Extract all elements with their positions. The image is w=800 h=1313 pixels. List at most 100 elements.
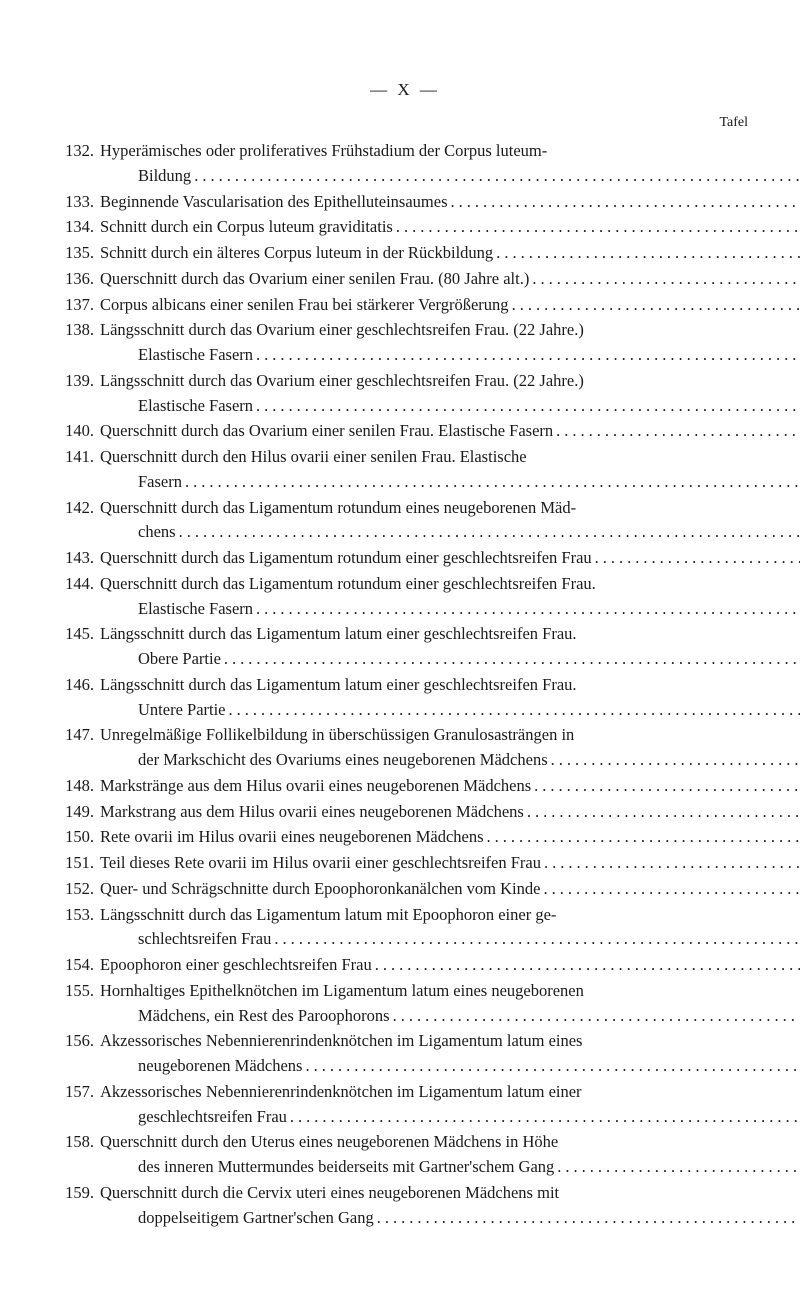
entry-text: Beginnende Vascularisation des Epithellu… (100, 190, 448, 215)
entry-text: Elastische Fasern (100, 394, 253, 419)
toc-entry: 140.Querschnitt durch das Ovarium einer … (60, 419, 750, 444)
entry-text: Querschnitt durch das Ligamentum rotundu… (100, 572, 596, 597)
leader-dots: ........................................… (256, 597, 800, 622)
entry-number: 141. (60, 445, 100, 470)
entry-number: 148. (60, 774, 100, 799)
leader-dots: ........................................… (305, 1054, 800, 1079)
leader-dots: ........................................… (274, 927, 800, 952)
toc-entry: 155.Hornhaltiges Epithelknötchen im Liga… (60, 979, 750, 1029)
entry-line: Elastische Fasern.......................… (100, 394, 800, 419)
entry-body: Hornhaltiges Epithelknötchen im Ligament… (100, 979, 800, 1029)
leader-dots: ........................................… (229, 698, 800, 723)
entry-line: Querschnitt durch das Ligamentum rotundu… (100, 572, 800, 597)
entry-line: Längsschnitt durch das Ligamentum latum … (100, 622, 800, 647)
entry-number: 159. (60, 1181, 100, 1206)
entry-text: des inneren Muttermundes beiderseits mit… (100, 1155, 554, 1180)
column-header-tafel: Tafel (60, 115, 748, 131)
entry-text: Schnitt durch ein älteres Corpus luteum … (100, 241, 493, 266)
entry-body: Markstrang aus dem Hilus ovarii eines ne… (100, 800, 800, 825)
entry-text: doppelseitigem Gartner'schen Gang (100, 1206, 374, 1231)
entry-body: Querschnitt durch den Hilus ovarii einer… (100, 445, 800, 495)
entry-text: Querschnitt durch das Ovarium einer seni… (100, 267, 529, 292)
entry-line: Mädchens, ein Rest des Paroophorons.....… (100, 1004, 800, 1029)
entry-line: Hyperämisches oder proliferatives Frühst… (100, 139, 800, 164)
entry-line: Querschnitt durch den Hilus ovarii einer… (100, 445, 800, 470)
entry-text: Längsschnitt durch das Ovarium einer ges… (100, 318, 584, 343)
entry-line: Längsschnitt durch das Ligamentum latum … (100, 903, 800, 928)
entry-text: chens (100, 520, 176, 545)
leader-dots: ........................................… (256, 343, 800, 368)
entry-text: Querschnitt durch das Ligamentum rotundu… (100, 496, 576, 521)
entry-body: Längsschnitt durch das Ovarium einer ges… (100, 318, 800, 368)
leader-dots: ........................................… (256, 394, 800, 419)
toc-entry: 133.Beginnende Vascularisation des Epith… (60, 190, 750, 215)
entry-body: Corpus albicans einer senilen Frau bei s… (100, 293, 800, 318)
entry-body: Akzessorisches Nebennierenrindenknötchen… (100, 1080, 800, 1130)
entry-line: Akzessorisches Nebennierenrindenknötchen… (100, 1080, 800, 1105)
entry-number: 151. (60, 851, 100, 876)
entry-line: Längsschnitt durch das Ovarium einer ges… (100, 318, 800, 343)
entry-body: Unregelmäßige Follikelbildung in übersch… (100, 723, 800, 773)
entry-text: der Markschicht des Ovariums eines neuge… (100, 748, 548, 773)
entry-body: Rete ovarii im Hilus ovarii eines neugeb… (100, 825, 800, 850)
entry-line: Markstränge aus dem Hilus ovarii eines n… (100, 774, 800, 799)
entries-list: 132.Hyperämisches oder proliferatives Fr… (60, 139, 750, 1230)
entry-line: Querschnitt durch das Ligamentum rotundu… (100, 546, 800, 571)
entry-number: 139. (60, 369, 100, 394)
entry-number: 153. (60, 903, 100, 928)
entry-number: 133. (60, 190, 100, 215)
entry-body: Längsschnitt durch das Ovarium einer ges… (100, 369, 800, 419)
entry-line: Quer- und Schrägschnitte durch Epoophoro… (100, 877, 800, 902)
entry-body: Quer- und Schrägschnitte durch Epoophoro… (100, 877, 800, 902)
entry-line: Elastische Fasern.......................… (100, 343, 800, 368)
entry-number: 154. (60, 953, 100, 978)
leader-dots: ........................................… (185, 470, 800, 495)
entry-text: Mädchens, ein Rest des Paroophorons (100, 1004, 390, 1029)
entry-line: Markstrang aus dem Hilus ovarii eines ne… (100, 800, 800, 825)
entry-text: Rete ovarii im Hilus ovarii eines neugeb… (100, 825, 484, 850)
entry-body: Markstränge aus dem Hilus ovarii eines n… (100, 774, 800, 799)
entry-number: 132. (60, 139, 100, 164)
leader-dots: ........................................… (557, 1155, 800, 1180)
entry-text: Querschnitt durch das Ligamentum rotundu… (100, 546, 592, 571)
entry-text: Querschnitt durch die Cervix uteri eines… (100, 1181, 559, 1206)
entry-body: Längsschnitt durch das Ligamentum latum … (100, 903, 800, 953)
entry-body: Querschnitt durch das Ligamentum rotundu… (100, 546, 800, 571)
toc-entry: 137.Corpus albicans einer senilen Frau b… (60, 293, 750, 318)
leader-dots: ........................................… (487, 825, 800, 850)
toc-entry: 144.Querschnitt durch das Ligamentum rot… (60, 572, 750, 622)
leader-dots: ........................................… (396, 215, 800, 240)
leader-dots: ........................................… (512, 293, 800, 318)
leader-dots: ........................................… (532, 267, 800, 292)
entry-number: 135. (60, 241, 100, 266)
entry-number: 143. (60, 546, 100, 571)
entry-body: Hyperämisches oder proliferatives Frühst… (100, 139, 800, 189)
toc-entry: 143.Querschnitt durch das Ligamentum rot… (60, 546, 750, 571)
toc-entry: 158.Querschnitt durch den Uterus eines n… (60, 1130, 750, 1180)
entry-text: schlechtsreifen Frau (100, 927, 271, 952)
entry-body: Querschnitt durch das Ligamentum rotundu… (100, 572, 800, 622)
leader-dots: ........................................… (543, 877, 800, 902)
entry-body: Beginnende Vascularisation des Epithellu… (100, 190, 800, 215)
entry-number: 144. (60, 572, 100, 597)
entry-text: Querschnitt durch das Ovarium einer seni… (100, 419, 553, 444)
entry-text: Akzessorisches Nebennierenrindenknötchen… (100, 1080, 582, 1105)
toc-entry: 147.Unregelmäßige Follikelbildung in übe… (60, 723, 750, 773)
entry-body: Querschnitt durch das Ligamentum rotundu… (100, 496, 800, 546)
entry-number: 142. (60, 496, 100, 521)
entry-line: Corpus albicans einer senilen Frau bei s… (100, 293, 800, 318)
entry-text: neugeborenen Mädchens (100, 1054, 302, 1079)
entry-line: Elastische Fasern.......................… (100, 597, 800, 622)
entry-text: Untere Partie (100, 698, 226, 723)
entry-number: 140. (60, 419, 100, 444)
entry-line: neugeborenen Mädchens...................… (100, 1054, 800, 1079)
entry-text: Akzessorisches Nebennierenrindenknötchen… (100, 1029, 582, 1054)
toc-entry: 138.Längsschnitt durch das Ovarium einer… (60, 318, 750, 368)
toc-entry: 150.Rete ovarii im Hilus ovarii eines ne… (60, 825, 750, 850)
entry-text: Markstrang aus dem Hilus ovarii eines ne… (100, 800, 524, 825)
entry-line: Epoophoron einer geschlechtsreifen Frau.… (100, 953, 800, 978)
entry-line: des inneren Muttermundes beiderseits mit… (100, 1155, 800, 1180)
leader-dots: ........................................… (290, 1105, 800, 1130)
toc-entry: 151.Teil dieses Rete ovarii im Hilus ova… (60, 851, 750, 876)
page-number: — X — (60, 80, 750, 100)
